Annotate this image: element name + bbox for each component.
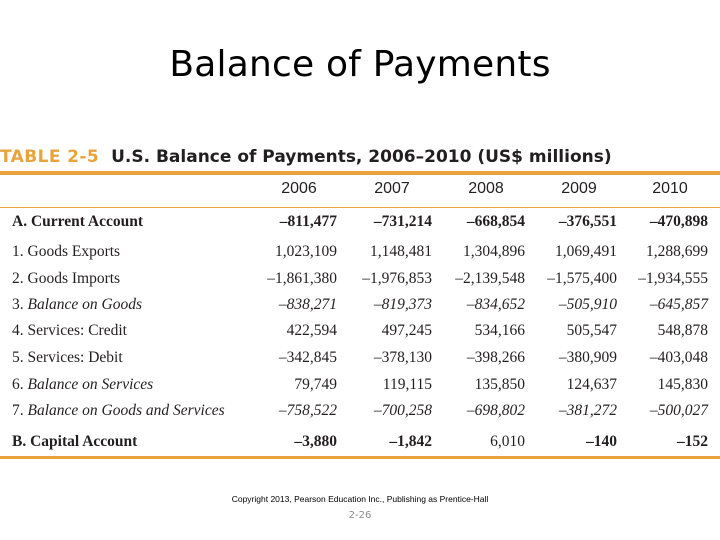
table-cell: –140 [586, 433, 617, 450]
year-header-2008: 2008 [468, 180, 504, 197]
table-cell: 135,850 [474, 376, 525, 393]
slide-title: Balance of Payments [169, 44, 551, 85]
table-cell: 534,166 [474, 322, 525, 339]
year-header-2009: 2009 [561, 180, 597, 197]
table-cell: –505,910 [558, 296, 617, 313]
table-row: 2. Goods Imports –1,861,380 –1,976,853 –… [0, 267, 720, 293]
table-cell: –731,214 [373, 213, 432, 230]
row-label: B. Capital Account [12, 433, 138, 450]
table-cell: 1,304,896 [463, 243, 525, 260]
table-cell: 548,878 [657, 322, 708, 339]
table-top-rule [0, 171, 720, 175]
table-cell: –1,575,400 [547, 270, 617, 287]
table-row: B. Capital Account –3,880 –1,842 6,010 –… [0, 430, 720, 456]
table-cell: 79,749 [294, 376, 337, 393]
table-cell: –819,373 [373, 296, 432, 313]
table-cell: –398,266 [466, 349, 525, 366]
table-row: 4. Services: Credit 422,594 497,245 534,… [0, 319, 720, 345]
table-cell: –376,551 [558, 213, 617, 230]
table-cell: –811,477 [279, 213, 337, 230]
table-row: 3. Balance on Goods –838,271 –819,373 –8… [0, 293, 720, 319]
table-cell: –3,880 [294, 433, 337, 450]
row-label: 5. Services: Debit [12, 349, 123, 366]
table-cell: 1,288,699 [646, 243, 708, 260]
table-caption: TABLE 2-5 U.S. Balance of Payments, 2006–… [0, 144, 612, 170]
table-cell: –381,272 [558, 402, 617, 419]
table-cell: 119,115 [382, 376, 432, 393]
page-number: 2-26 [348, 510, 372, 521]
table-title: U.S. Balance of Payments, 2006–2010 (US$… [111, 147, 612, 167]
row-label: A. Current Account [12, 213, 144, 230]
table-cell: –500,027 [649, 402, 708, 419]
table-cell: 124,637 [566, 376, 617, 393]
table-cell: –403,048 [649, 349, 708, 366]
row-label: 2. Goods Imports [12, 270, 121, 287]
table-header-rule [0, 207, 720, 208]
table-cell: 1,148,481 [370, 243, 432, 260]
copyright-notice: Copyright 2013, Pearson Education Inc., … [231, 494, 489, 504]
table-cell: –1,934,555 [638, 270, 708, 287]
table-cell: –758,522 [278, 402, 337, 419]
table-row: A. Current Account –811,477 –731,214 –66… [0, 210, 720, 236]
table-cell: 1,023,109 [275, 243, 337, 260]
table-row: 6. Balance on Services 79,749 119,115 13… [0, 373, 720, 399]
table-cell: –1,976,853 [362, 270, 432, 287]
table-row: 5. Services: Debit –342,845 –378,130 –39… [0, 346, 720, 372]
table-cell: 145,830 [657, 376, 708, 393]
table-cell: –380,909 [558, 349, 617, 366]
table-cell: 505,547 [566, 322, 617, 339]
table-cell: –700,258 [373, 402, 432, 419]
table-cell: –668,854 [466, 213, 525, 230]
table-cell: –2,139,548 [455, 270, 525, 287]
table-cell: –1,842 [389, 433, 432, 450]
table-cell: 422,594 [286, 322, 337, 339]
table-number: TABLE 2-5 [0, 147, 100, 167]
table-cell: 1,069,491 [555, 243, 617, 260]
row-label: 7. Balance on Goods and Services [12, 402, 225, 419]
table-cell: 497,245 [381, 322, 432, 339]
row-label: 3. Balance on Goods [12, 296, 143, 313]
table-cell: 6,010 [490, 433, 525, 450]
year-header-2010: 2010 [652, 180, 688, 197]
table-cell: –1,861,380 [267, 270, 337, 287]
table-cell: –698,802 [466, 402, 525, 419]
row-label: 6. Balance on Services [12, 376, 154, 393]
row-label: 4. Services: Credit [12, 322, 127, 339]
table-cell: –378,130 [373, 349, 432, 366]
table-cell: –152 [677, 433, 708, 450]
table-bottom-rule [0, 456, 720, 459]
year-header-2007: 2007 [374, 180, 410, 197]
table-cell: –838,271 [278, 296, 337, 313]
table-cell: –645,857 [649, 296, 708, 313]
year-header-2006: 2006 [281, 180, 317, 197]
table-row: 7. Balance on Goods and Services –758,52… [0, 399, 720, 425]
table-row: 1. Goods Exports 1,023,109 1,148,481 1,3… [0, 240, 720, 266]
table-cell: –342,845 [278, 349, 337, 366]
row-label: 1. Goods Exports [12, 243, 121, 260]
table-cell: –470,898 [649, 213, 708, 230]
table-cell: –834,652 [466, 296, 525, 313]
